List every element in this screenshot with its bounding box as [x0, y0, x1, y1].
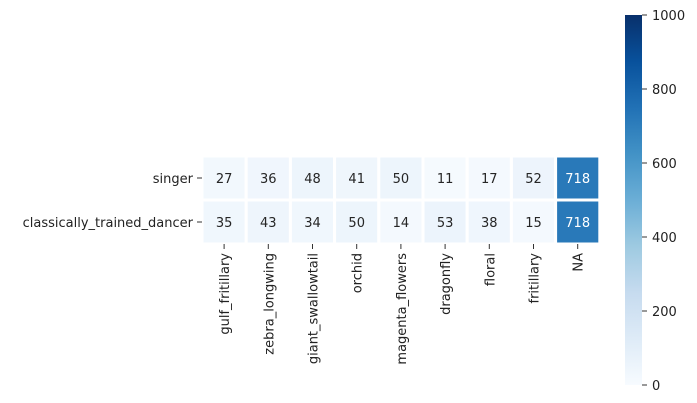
colorbar-tick-label: 600: [652, 157, 677, 172]
cell-value-label: 34: [304, 216, 321, 231]
column-tick-label: zebra_longwing: [262, 253, 277, 355]
column-tick-label: gulf_fritillary: [218, 253, 233, 335]
cell-value-label: 35: [216, 216, 233, 231]
cell-value-label: 48: [304, 172, 321, 187]
colorbar-tick-label: 0: [652, 379, 660, 394]
cell-value-label: 38: [481, 216, 498, 231]
row-tick-label: singer: [153, 172, 194, 187]
colorbar-ticks: 0 200 400 600 800 1000: [642, 9, 685, 394]
cell-value-label: 27: [216, 172, 233, 187]
column-tick-label: magenta_flowers: [395, 253, 410, 365]
column-tick-label: dragonfly: [439, 253, 454, 315]
heatmap-cells: 27 36 48 41 50 11 17 52 718 35 43 34 50 14 53 38 15 718: [200, 154, 602, 246]
colorbar-tick-label: 200: [652, 305, 677, 320]
colorbar: [625, 15, 642, 385]
cell-value-label: 50: [393, 172, 410, 187]
column-tick-label: floral: [483, 253, 498, 286]
cell-value-label: 53: [437, 216, 454, 231]
cell-value-label: 41: [348, 172, 365, 187]
row-tick-labels: singer classically_trained_dancer: [23, 172, 202, 231]
column-tick-labels: gulf_fritillary zebra_longwing giant_swall…: [218, 244, 587, 365]
column-tick-label: giant_swallowtail: [307, 253, 322, 364]
cell-value-label: 43: [260, 216, 277, 231]
cell-value-label: 17: [481, 172, 498, 187]
cell-value-label: 718: [565, 172, 590, 187]
cell-value-label: 52: [525, 172, 542, 187]
colorbar-tick-label: 800: [652, 83, 677, 98]
colorbar-tick-label: 1000: [652, 9, 685, 24]
cell-value-label: 14: [393, 216, 410, 231]
row-tick-label: classically_trained_dancer: [23, 216, 194, 231]
column-tick-label: NA: [572, 253, 587, 272]
heatmap-cell: [509, 154, 558, 202]
cell-value-label: 50: [348, 216, 365, 231]
cell-value-label: 718: [565, 216, 590, 231]
cell-value-label: 15: [525, 216, 542, 231]
cell-value-label: 36: [260, 172, 277, 187]
cell-value-label: 11: [437, 172, 454, 187]
column-tick-label: orchid: [351, 253, 366, 293]
colorbar-tick-label: 400: [652, 231, 677, 246]
column-tick-label: fritillary: [528, 253, 543, 304]
heatmap-cell: [509, 198, 558, 246]
